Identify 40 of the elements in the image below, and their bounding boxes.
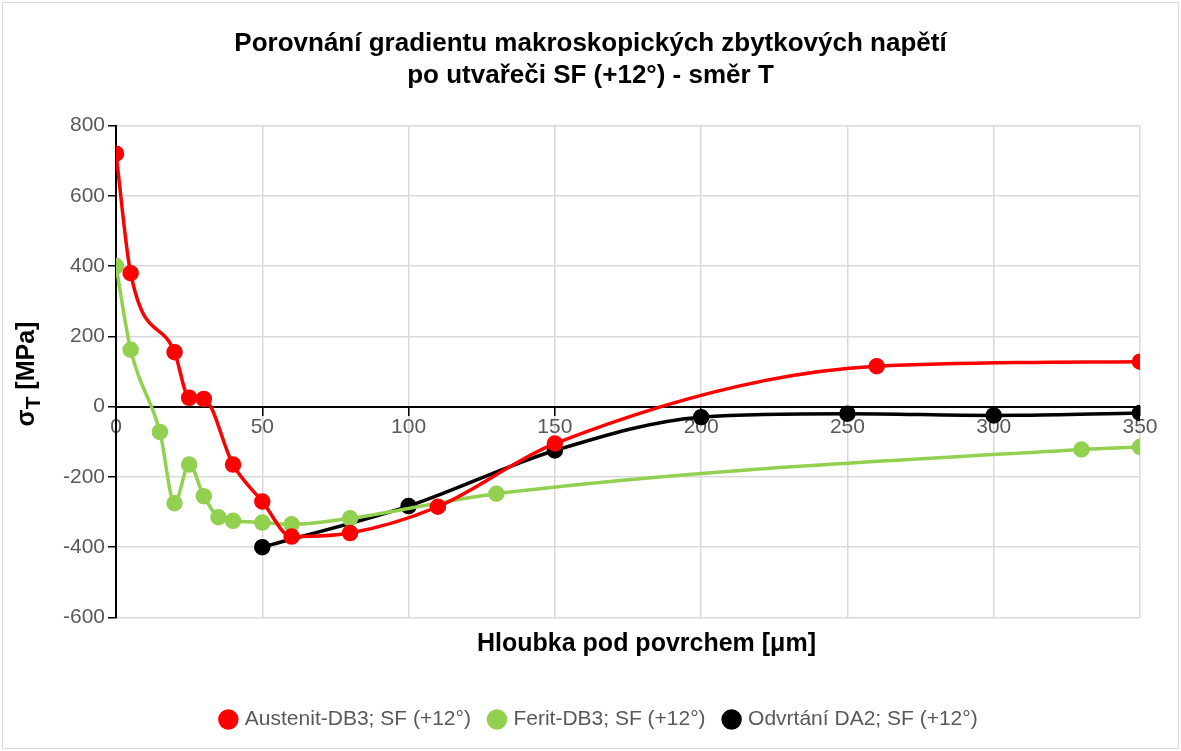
point <box>122 264 139 282</box>
point <box>224 456 242 473</box>
y-tick-label: -200 <box>63 463 106 487</box>
point <box>224 512 242 530</box>
x-axis-title: Hloubka pod povrchem [μm] <box>476 628 817 657</box>
point <box>429 498 447 515</box>
point <box>151 423 169 441</box>
x-tick-label: 150 <box>537 414 573 438</box>
point <box>166 343 183 361</box>
point <box>283 528 300 545</box>
chart-title: Porovnání gradientu makroskopických zbytkových napětí po utvařeči SF (+12°) - směr T <box>233 26 949 90</box>
legend-label: Austenit-DB3; SF (+12°) <box>244 706 471 730</box>
y-tick-label: 600 <box>69 182 106 206</box>
y-tick-label: 800 <box>69 112 106 136</box>
y-tick-label: 200 <box>69 323 106 347</box>
y-tick-label: 400 <box>69 252 106 276</box>
point <box>488 485 505 502</box>
legend-label: Odvrtání DA2; SF (+12°) <box>748 706 978 730</box>
point <box>341 510 359 527</box>
x-tick-label: 350 <box>1122 414 1158 438</box>
point <box>180 389 198 407</box>
y-tick-label: 0 <box>93 393 106 417</box>
point <box>166 494 183 512</box>
point <box>546 435 564 452</box>
x-tick-label: 100 <box>391 414 427 438</box>
point <box>341 524 359 542</box>
point <box>122 341 139 358</box>
point <box>254 514 271 531</box>
legend-label: Ferit-DB3; SF (+12°) <box>513 706 706 730</box>
y-tick-label: -600 <box>63 604 106 628</box>
point <box>210 509 227 526</box>
y-tick-label: -400 <box>63 533 106 557</box>
point <box>180 456 198 473</box>
point <box>254 493 271 510</box>
point <box>195 390 213 408</box>
point <box>254 538 271 556</box>
point <box>195 487 213 505</box>
x-tick-label: 50 <box>250 414 274 438</box>
point <box>868 357 885 375</box>
point <box>1073 441 1090 458</box>
